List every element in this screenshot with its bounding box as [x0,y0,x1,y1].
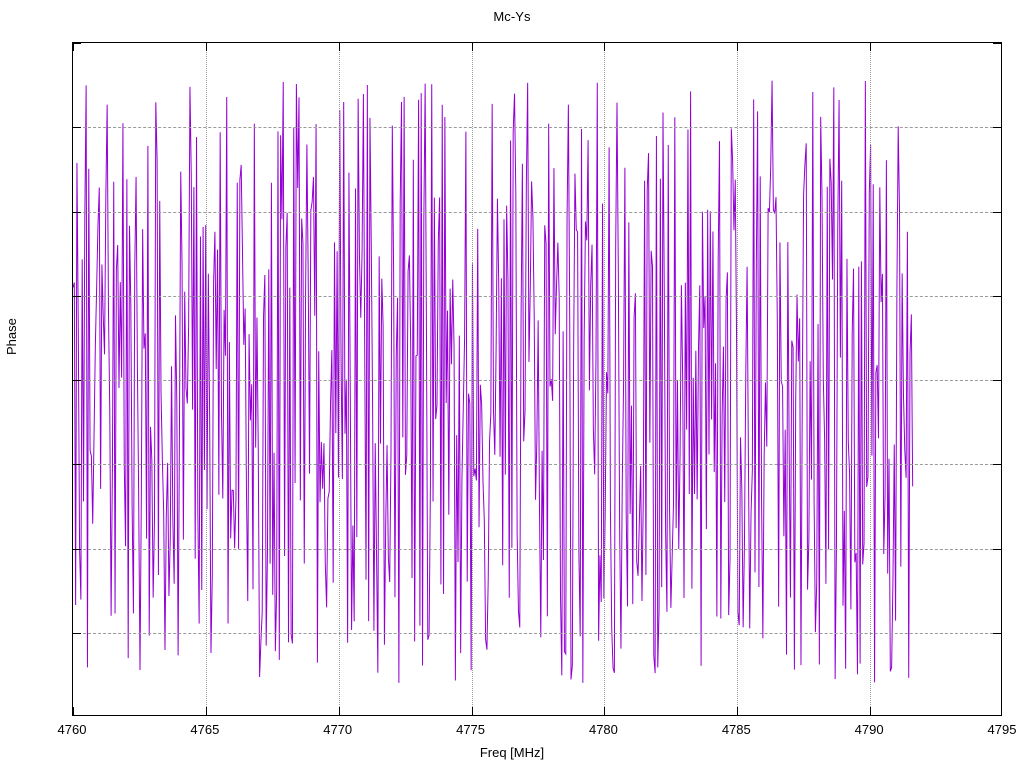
x-tick-mark-top [604,43,606,51]
y-tick-mark-right [993,464,1001,466]
x-tick-mark-bottom [870,707,872,715]
y-tick-mark-left [73,548,81,550]
x-tick-label: 4780 [588,722,618,737]
x-tick-mark-bottom [205,707,207,715]
y-tick-mark-right [993,632,1001,634]
y-tick-mark-right [993,43,1001,44]
x-tick-mark-top [737,43,739,51]
x-tick-mark-top [471,43,473,51]
chart-title: Mc-Ys [493,9,531,24]
y-tick-mark-right [993,127,1001,129]
x-tick-label: 4775 [456,722,486,737]
y-tick-mark-left [73,127,81,129]
x-tick-mark-top [205,43,207,51]
plot-area [72,42,1002,716]
x-tick-mark-bottom [338,707,340,715]
data-series-line [73,43,1002,716]
x-tick-mark-top [338,43,340,51]
x-tick-label: 4770 [323,722,353,737]
y-tick-mark-right [993,548,1001,550]
y-tick-mark-left [73,464,81,466]
x-tick-mark-top [73,43,74,51]
x-tick-mark-bottom [604,707,606,715]
x-tick-label: 4795 [987,722,1017,737]
x-tick-label: 4765 [190,722,220,737]
y-tick-mark-left [73,632,81,634]
series-polyline [73,81,913,683]
y-tick-mark-right [993,211,1001,213]
y-tick-mark-left [73,295,81,297]
y-tick-mark-right [993,380,1001,381]
x-tick-label: 4785 [721,722,751,737]
x-tick-mark-bottom [73,707,74,715]
x-tick-label: 4760 [57,722,87,737]
y-tick-mark-right [993,295,1001,297]
y-axis-label: Phase [4,318,19,355]
x-axis-label: Freq [MHz] [479,745,545,760]
y-tick-mark-left [73,380,81,381]
x-tick-mark-top [870,43,872,51]
x-tick-mark-bottom [471,707,473,715]
y-tick-mark-left [73,211,81,213]
x-tick-label: 4790 [854,722,884,737]
x-tick-mark-bottom [737,707,739,715]
y-tick-mark-left [73,43,81,44]
